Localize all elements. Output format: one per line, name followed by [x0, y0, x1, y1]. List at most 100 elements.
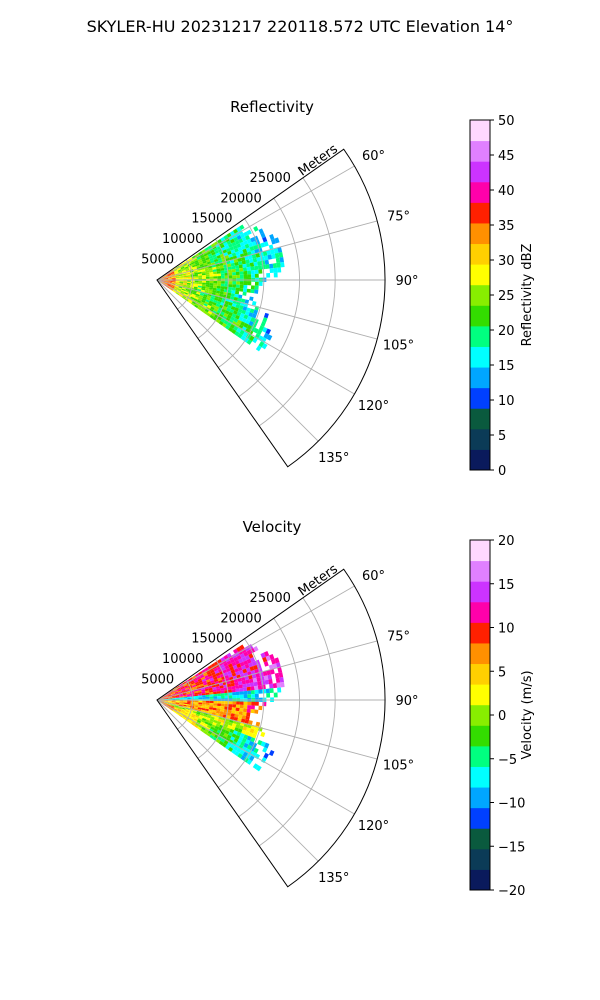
data-cell — [243, 281, 248, 286]
data-cell — [225, 317, 231, 323]
data-cell — [182, 261, 187, 265]
data-cell — [215, 318, 221, 324]
data-cell — [231, 328, 237, 335]
data-cell — [171, 702, 176, 705]
data-cell — [196, 676, 201, 681]
data-cell — [224, 310, 230, 315]
data-cell — [163, 702, 168, 705]
data-cell — [224, 689, 229, 694]
data-cell — [192, 264, 197, 268]
data-cell — [177, 289, 182, 292]
data-cell — [244, 310, 250, 316]
data-cell — [226, 734, 232, 740]
data-cell — [226, 307, 231, 312]
colorbar-segment — [470, 828, 490, 850]
data-cell — [223, 740, 229, 745]
data-cell — [242, 708, 248, 713]
data-cell — [194, 275, 199, 278]
data-cell — [209, 314, 215, 319]
data-cell — [252, 677, 258, 683]
data-cell — [191, 675, 196, 679]
data-cell — [208, 675, 214, 680]
data-cell — [193, 288, 198, 291]
data-cell — [179, 281, 184, 283]
data-cell — [202, 282, 206, 285]
data-cell — [172, 710, 177, 713]
colorbar-segment — [470, 284, 490, 306]
data-cell — [243, 690, 248, 695]
data-cell — [237, 728, 243, 734]
data-cell — [171, 695, 176, 698]
data-cell — [167, 704, 171, 707]
colorbar-tick-label: 20 — [498, 324, 515, 339]
data-cell — [217, 703, 222, 707]
data-cell — [223, 672, 229, 677]
data-cell — [206, 297, 211, 301]
data-cell — [220, 283, 225, 287]
data-cell — [185, 687, 190, 690]
data-cell — [273, 692, 278, 698]
data-cell — [183, 283, 187, 286]
data-cell — [176, 711, 180, 715]
data-cell — [239, 704, 244, 709]
data-cell — [179, 694, 183, 696]
data-cell — [235, 734, 240, 740]
data-cell — [227, 266, 232, 270]
data-cell — [224, 324, 230, 330]
data-cell — [198, 280, 203, 283]
data-cell — [187, 696, 191, 699]
data-cell — [235, 271, 240, 276]
data-cell — [231, 321, 237, 326]
data-cell — [247, 274, 252, 278]
data-cell — [194, 277, 199, 280]
data-cell — [263, 255, 269, 261]
data-cell — [232, 272, 237, 276]
data-cell — [244, 255, 250, 261]
data-cell — [244, 299, 250, 304]
data-cell — [227, 250, 232, 255]
data-cell — [201, 706, 206, 709]
angular-tick-label: 120° — [358, 819, 389, 834]
data-cell — [186, 282, 191, 285]
data-cell — [258, 325, 265, 332]
data-cell — [237, 753, 243, 759]
data-cell — [221, 275, 225, 279]
data-cell — [261, 343, 268, 350]
data-cell — [229, 666, 235, 671]
data-cell — [235, 724, 241, 729]
data-cell — [250, 690, 255, 695]
data-cell — [186, 275, 191, 277]
data-cell — [181, 709, 186, 713]
data-cell — [224, 730, 230, 735]
data-cell — [208, 709, 213, 713]
data-cell — [170, 286, 174, 289]
data-cell — [233, 325, 239, 331]
data-cell — [270, 658, 276, 665]
data-cell — [198, 260, 203, 264]
data-cell — [205, 702, 210, 706]
data-cell — [219, 685, 224, 689]
data-cell — [198, 724, 203, 729]
data-cell — [245, 319, 251, 325]
data-cell — [258, 269, 263, 274]
data-cell — [192, 684, 197, 688]
data-cell — [234, 290, 240, 295]
data-cell — [237, 261, 243, 266]
data-cell — [167, 283, 172, 285]
colorbar-tick-label: 40 — [498, 184, 515, 199]
data-cell — [182, 693, 187, 696]
data-cell — [241, 656, 247, 662]
data-cell — [208, 720, 214, 725]
data-cell — [168, 277, 173, 279]
data-cell — [194, 697, 199, 700]
data-cell — [184, 265, 189, 268]
data-cell — [236, 663, 242, 668]
data-cell — [181, 287, 186, 290]
radial-tick-label: 25000 — [250, 171, 291, 186]
data-cell — [219, 265, 224, 269]
data-cell — [175, 702, 180, 704]
data-cell — [253, 244, 258, 250]
data-cell — [260, 232, 266, 239]
data-cell — [205, 696, 210, 699]
data-cell — [178, 707, 182, 710]
